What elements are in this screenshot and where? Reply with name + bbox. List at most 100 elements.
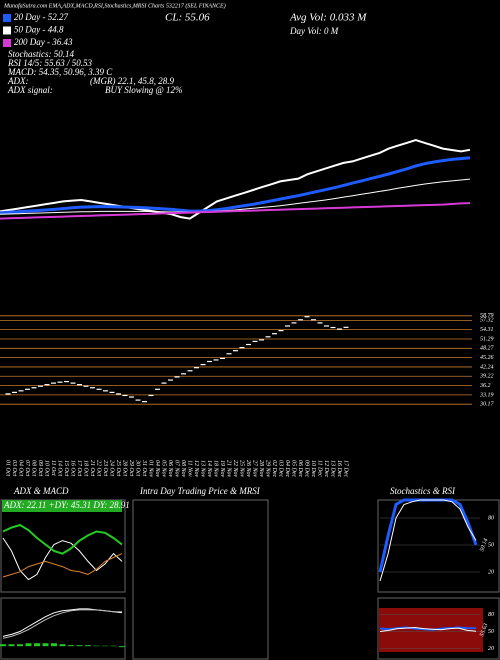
- x-tick-label: 10 Dec: [310, 460, 316, 477]
- y-tick-label: 50: [488, 629, 494, 635]
- x-tick-label: 15 Oct: [63, 460, 69, 476]
- y-tick-label: 57.32: [480, 318, 494, 324]
- histogram-bar: [119, 646, 125, 648]
- histogram-bar: [34, 643, 40, 647]
- legend-swatch: [3, 39, 11, 47]
- x-tick-label: 09 Dec: [304, 460, 310, 477]
- x-tick-label: 22 Nov: [232, 460, 238, 478]
- x-tick-label: 01 Oct: [5, 460, 11, 476]
- x-tick-label: 03 Dec: [278, 460, 284, 477]
- y-tick-label: 50: [488, 542, 494, 548]
- x-tick-label: 28 Nov: [258, 460, 264, 478]
- histogram-bar: [85, 645, 91, 647]
- x-tick-label: 28 Oct: [122, 460, 128, 476]
- legend-label: 200 Day - 36.43: [14, 37, 73, 47]
- rsi-frame: [377, 597, 500, 660]
- x-tick-label: 05 Nov: [161, 460, 167, 478]
- x-tick-label: 10 Oct: [44, 460, 50, 476]
- y-tick-label: 48.27: [480, 345, 495, 352]
- series-line: [0, 202, 471, 220]
- x-tick-label: 06 Dec: [297, 460, 303, 477]
- y-tick-label: 33.19: [479, 392, 494, 398]
- x-tick-label: 18 Oct: [83, 460, 89, 476]
- day-volume: Day Vol: 0 M: [289, 26, 339, 36]
- legend-label: 50 Day - 44.8: [14, 25, 64, 35]
- x-tick-label: 12 Nov: [193, 460, 199, 478]
- x-tick-label: 16 Dec: [336, 460, 342, 477]
- intraday-frame: [132, 499, 269, 660]
- x-tick-label: 02 Dec: [271, 460, 277, 477]
- x-tick-label: 14 Nov: [206, 460, 213, 478]
- legend-swatch: [3, 14, 11, 22]
- y-tick-label: 30.17: [479, 402, 495, 408]
- x-tick-label: 08 Nov: [180, 460, 186, 478]
- annotation: ADX: 22.11 +DY: 45.31 DY: 28.91: [3, 500, 130, 510]
- y-tick-label: 58.79: [480, 313, 494, 319]
- panel-title: ADX & MACD: [13, 486, 69, 496]
- x-tick-label: 17 Dec: [343, 460, 349, 477]
- header-line: MACD: 54.35, 50.96, 3.39 C: [7, 67, 113, 77]
- x-tick-label: 25 Oct: [115, 460, 121, 476]
- y-tick-label: 51.29: [480, 336, 494, 342]
- x-tick-label: 23 Oct: [102, 460, 108, 476]
- y-tick-label: 20: [488, 569, 494, 575]
- x-tick-label: 14 Oct: [57, 460, 64, 476]
- series-line: [379, 626, 477, 632]
- x-tick-label: 07 Oct: [24, 460, 30, 476]
- panel-title: Stochastics & RSI: [390, 486, 456, 496]
- adx-signal: BUY Slowing @ 12%: [105, 85, 183, 95]
- series-line: [2, 523, 123, 555]
- y-tick-label: 80: [488, 515, 494, 521]
- series-line: [2, 609, 122, 639]
- series-line: [0, 178, 471, 215]
- x-tick-label: 30 Oct: [135, 459, 141, 476]
- x-tick-label: 31 Oct: [141, 459, 147, 476]
- annotation: 50.14: [478, 537, 489, 552]
- histogram-bar: [25, 643, 32, 647]
- header-line: RSI 14/5: 55.63 / 50.53: [7, 58, 92, 68]
- histogram-bar: [17, 644, 23, 647]
- x-tick-label: 21 Nov: [226, 460, 232, 478]
- x-tick-label: 26 Nov: [245, 460, 251, 478]
- y-tick-label: 80: [488, 612, 494, 618]
- x-tick-label: 04 Oct: [18, 460, 25, 476]
- y-tick-label: 36.2: [479, 383, 491, 389]
- x-tick-label: 19 Nov: [219, 460, 225, 478]
- histogram-bar: [51, 643, 57, 647]
- x-tick-label: 11 Nov: [187, 460, 193, 477]
- panel-title: Intra Day Trading Price & MRSI: [139, 486, 261, 496]
- histogram-bar: [42, 643, 49, 647]
- adx-signal-label: ADX signal:: [7, 85, 53, 95]
- x-tick-label: 12 Dec: [323, 460, 329, 477]
- annotation: 55.63: [479, 623, 489, 638]
- legend-label: 20 Day - 52.27: [14, 12, 68, 22]
- y-tick-label: 54.31: [480, 326, 494, 333]
- x-tick-label: 08 Oct: [31, 460, 37, 476]
- legend-swatch: [3, 26, 11, 35]
- adx-values: (MGR) 22.1, 45.8, 28.9: [90, 76, 174, 86]
- x-tick-label: 04 Dec: [284, 460, 291, 477]
- annotation-bg: [2, 500, 122, 512]
- series-line: [0, 138, 471, 220]
- x-tick-label: 29 Oct: [128, 460, 134, 476]
- x-tick-label: 21 Oct: [89, 460, 95, 476]
- histogram-bar: [76, 645, 83, 647]
- x-tick-label: 13 Nov: [200, 460, 206, 478]
- x-tick-label: 06 Nov: [167, 460, 173, 478]
- histogram-bar: [68, 645, 74, 647]
- y-tick-label: 39.22: [479, 374, 494, 380]
- x-tick-label: 01 Nov: [148, 460, 154, 478]
- y-tick-label: 42.24: [480, 363, 494, 370]
- x-tick-label: 07 Nov: [174, 460, 180, 478]
- x-tick-label: 11 Oct: [50, 460, 56, 476]
- series-line: [2, 537, 123, 581]
- x-tick-label: 16 Oct: [70, 460, 76, 476]
- series-line: [379, 499, 477, 582]
- close-price: CL: 55.06: [165, 12, 210, 24]
- y-tick-label: 20: [488, 646, 494, 652]
- adx-label: ADX:: [7, 76, 29, 86]
- x-tick-label: 13 Dec: [330, 460, 336, 477]
- y-tick-label: 45.26: [480, 354, 494, 361]
